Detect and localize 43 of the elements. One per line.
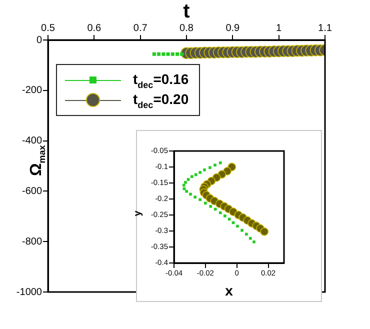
point — [198, 171, 202, 174]
point — [209, 204, 212, 208]
point — [194, 196, 196, 198]
point — [190, 175, 194, 178]
point — [185, 190, 188, 193]
x-tick-label: 0.9 — [226, 22, 240, 34]
x-tick-label: 0.5 — [41, 22, 56, 34]
point — [194, 173, 198, 176]
point — [214, 164, 216, 166]
y-tick-label: -200 — [22, 85, 42, 96]
y-tick-label: -800 — [22, 236, 42, 248]
y-tick-label: -600 — [22, 186, 42, 197]
y-tick-label: 0 — [36, 34, 42, 46]
point — [248, 236, 252, 240]
x-axis-title: x — [225, 282, 234, 298]
point — [218, 161, 222, 164]
y-tick-label: -400 — [22, 136, 42, 147]
point — [182, 184, 186, 187]
x-tick-label: 1.1 — [318, 22, 332, 34]
point — [203, 168, 206, 172]
point — [236, 224, 239, 228]
x-tick-label: 0.8 — [180, 22, 194, 34]
point — [228, 218, 231, 221]
y-axis-title: y — [132, 210, 144, 216]
x-tick-label: 0.6 — [87, 22, 102, 34]
y-tick-label: -1000 — [16, 286, 42, 298]
x-tick-label: 1 — [276, 22, 282, 34]
point — [204, 202, 207, 205]
point — [189, 192, 192, 196]
point — [208, 166, 212, 170]
point — [245, 232, 248, 236]
legend-label: t$_{dec}$=0.16 — [133, 70, 189, 90]
x-axis-title: t — [183, 0, 190, 23]
point — [198, 198, 202, 202]
point — [224, 214, 226, 218]
legend-label: t$_{dec}$=0.20 — [133, 90, 189, 110]
point — [252, 240, 256, 244]
point — [260, 227, 269, 236]
point — [186, 178, 190, 181]
x-tick-label: 0.7 — [133, 22, 148, 34]
point — [184, 180, 187, 184]
point — [240, 228, 244, 232]
point — [218, 211, 222, 214]
